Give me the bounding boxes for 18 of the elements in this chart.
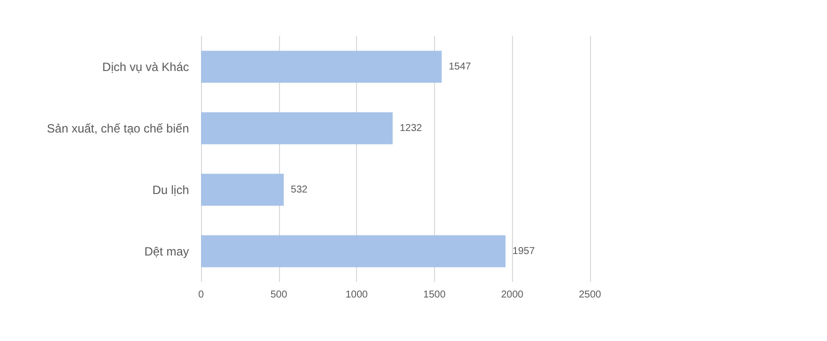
data-label: 1232 bbox=[400, 122, 422, 134]
bar bbox=[201, 235, 506, 268]
y-tick-label: Du lịch bbox=[152, 182, 189, 197]
y-tick-label: Sản xuất, chế tạo chế biến bbox=[46, 121, 189, 136]
data-label: 1547 bbox=[448, 61, 472, 72]
data-label: 532 bbox=[290, 184, 308, 196]
bar bbox=[201, 50, 442, 83]
x-tick-label: 2000 bbox=[501, 290, 524, 300]
data-label: 1957 bbox=[512, 246, 536, 257]
x-tick-label: 2500 bbox=[578, 290, 602, 300]
y-tick-label: Dịch vụ và Khác bbox=[102, 60, 189, 74]
x-tick-label: 500 bbox=[270, 290, 288, 300]
y-tick-label: Dệt may bbox=[144, 244, 189, 258]
x-tick-label: 1500 bbox=[423, 290, 446, 300]
bar bbox=[201, 174, 284, 206]
x-tick-label: 1000 bbox=[345, 290, 368, 300]
bar bbox=[201, 112, 393, 144]
x-tick-label: 0 bbox=[198, 290, 204, 300]
